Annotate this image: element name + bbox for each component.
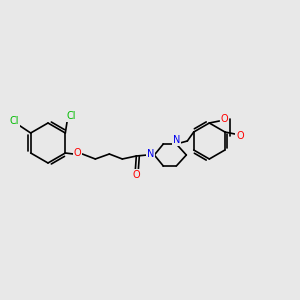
Text: Cl: Cl <box>67 111 76 121</box>
Text: O: O <box>133 170 140 180</box>
Text: N: N <box>172 135 180 145</box>
Text: Cl: Cl <box>10 116 20 126</box>
Text: O: O <box>236 131 244 141</box>
Text: O: O <box>74 148 81 158</box>
Text: N: N <box>147 149 154 159</box>
Text: O: O <box>220 114 228 124</box>
